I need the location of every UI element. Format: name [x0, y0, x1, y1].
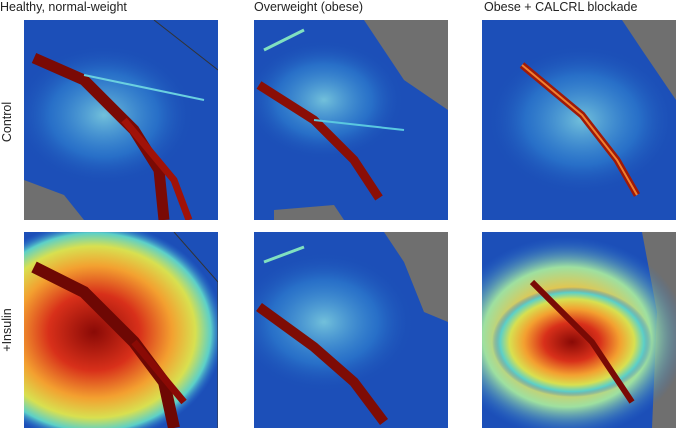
row-label: Control	[0, 102, 14, 142]
image-panel	[482, 232, 676, 428]
image-panel	[24, 20, 218, 220]
image-panel	[254, 232, 448, 428]
column-label: Overweight (obese)	[254, 0, 363, 14]
column-label: Obese + CALCRL blockade	[484, 0, 637, 14]
image-panel	[24, 232, 218, 428]
row-label: +Insulin	[0, 308, 14, 351]
column-label: Healthy, normal-weight	[0, 0, 127, 14]
image-panel	[482, 20, 676, 220]
image-panel	[254, 20, 448, 220]
